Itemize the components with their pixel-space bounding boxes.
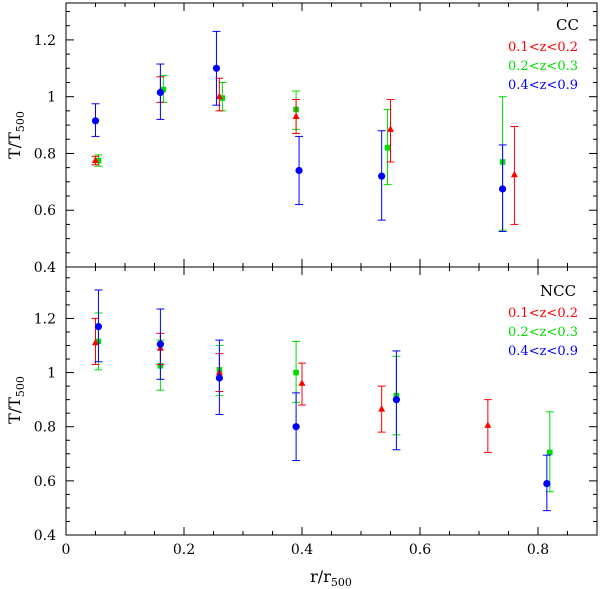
legend-ncc-series-2: 0.2<z<0.3	[508, 325, 578, 340]
legend-cc-series-1: 0.1<z<0.2	[508, 40, 578, 55]
marker-square	[547, 449, 553, 456]
y-tick-label: 0.4	[34, 528, 56, 544]
marker-circle	[392, 396, 400, 404]
y-tick-label: 1	[47, 90, 56, 106]
legend-ncc: 0.1<z<0.2 0.2<z<0.3 0.4<z<0.9	[508, 306, 578, 359]
legend-ncc-series-1: 0.1<z<0.2	[508, 306, 578, 321]
data-point	[377, 130, 386, 221]
y-tick-label: 0.8	[34, 420, 56, 436]
marker-circle	[156, 88, 164, 97]
data-point	[156, 63, 165, 120]
marker-square	[293, 369, 299, 376]
marker-circle	[543, 479, 551, 488]
data-point	[542, 454, 551, 512]
marker-circle	[292, 423, 300, 431]
marker-square	[384, 144, 391, 151]
marker-triangle	[292, 112, 300, 120]
data-point	[91, 103, 100, 137]
marker-circle	[215, 374, 223, 382]
data-point	[292, 99, 301, 135]
panel-ncc-label: NCC	[540, 282, 576, 300]
marker-triangle	[215, 92, 223, 100]
legend-cc-series-2: 0.2<z<0.3	[508, 59, 578, 74]
x-tick-label: 0.2	[173, 542, 195, 558]
marker-circle	[156, 340, 164, 348]
y-tick-label: 1.2	[34, 311, 56, 327]
data-point	[94, 289, 103, 363]
data-point	[295, 135, 304, 206]
y-tick-label: 0.8	[34, 146, 56, 162]
marker-triangle	[387, 125, 394, 132]
x-tick-label: 0.6	[409, 542, 431, 558]
x-tick-label: 0.4	[291, 542, 313, 558]
data-point	[156, 308, 165, 380]
data-point	[212, 30, 221, 106]
marker-triangle	[298, 379, 306, 386]
marker-triangle	[92, 156, 99, 164]
x-axis-title: r/r500	[310, 567, 352, 589]
x-tick-label: 0	[62, 542, 71, 558]
marker-circle	[378, 172, 386, 180]
marker-triangle	[484, 421, 492, 428]
y-tick-label: 0.6	[34, 474, 56, 490]
data-point	[292, 392, 301, 462]
y-tick-label: 1	[47, 366, 56, 382]
marker-triangle	[92, 338, 99, 346]
marker-square	[219, 95, 226, 101]
marker-circle	[94, 322, 103, 331]
data-point	[215, 339, 224, 416]
x-tick-label: 0.8	[527, 542, 549, 558]
data-point	[386, 99, 395, 163]
marker-circle	[91, 117, 100, 125]
data-point	[298, 362, 306, 406]
marker-triangle	[510, 170, 518, 178]
legend-ncc-series-3: 0.4<z<0.9	[508, 344, 578, 359]
axis-ticks: 0 0.2 0.4 0.6 0.8 0.4 0.6 0.8 1 1.2 0.4 0.6 0.8 1 1.2	[34, 3, 598, 558]
data-points	[91, 30, 554, 512]
marker-triangle	[378, 405, 386, 412]
data-point	[91, 155, 100, 166]
y-tick-label: 1.2	[34, 33, 56, 49]
marker-circle	[295, 166, 303, 175]
marker-square	[95, 157, 102, 164]
marker-circle	[499, 185, 507, 193]
data-point	[377, 385, 386, 433]
marker-square	[160, 86, 167, 93]
data-point	[392, 350, 401, 451]
data-point	[510, 125, 519, 225]
data-point	[483, 399, 492, 453]
panel-cc-label: CC	[556, 16, 579, 34]
y-axis-title-cc: T/T500	[5, 111, 27, 159]
y-axis-title-ncc: T/T500	[5, 376, 27, 424]
legend-cc: 0.1<z<0.2 0.2<z<0.3 0.4<z<0.9	[508, 40, 578, 93]
data-point	[498, 144, 507, 233]
legend-cc-series-3: 0.4<z<0.9	[508, 78, 578, 93]
y-tick-label: 0.6	[34, 203, 56, 219]
y-tick-label: 0.4	[34, 260, 56, 276]
marker-circle	[212, 64, 221, 72]
